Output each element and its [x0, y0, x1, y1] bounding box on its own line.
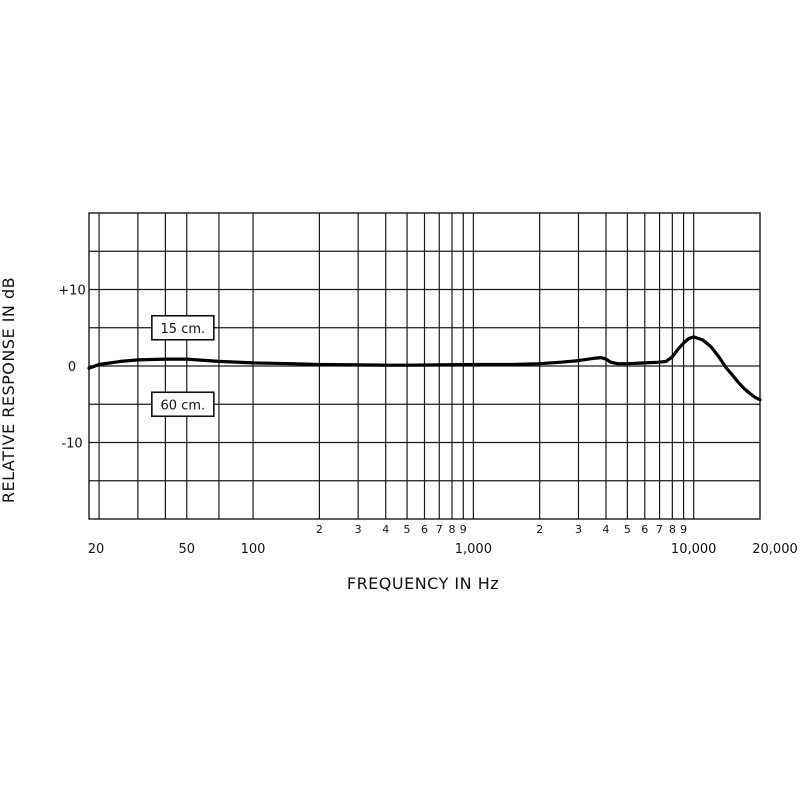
x-minor-tick-label: 6 [421, 523, 428, 536]
curve-layer [87, 335, 762, 402]
x-axis-title: FREQUENCY IN Hz [347, 574, 499, 593]
annotation-box [151, 314, 215, 341]
y-tick-label: -10 [61, 437, 82, 452]
x-major-tick-label: 20,000 [752, 542, 798, 557]
annotation-box [151, 391, 215, 418]
x-major-tick-label: 10,000 [671, 542, 717, 557]
annotation-label: 60 cm. [161, 398, 206, 413]
x-major-tick-label: 20 [88, 542, 105, 557]
plot-frame [88, 212, 761, 520]
y-axis-title: RELATIVE RESPONSE IN dB [0, 277, 18, 503]
annotation-1: 60 cm. [151, 391, 215, 418]
x-minor-tick-label: 4 [603, 523, 610, 536]
x-minor-tick-label: 5 [624, 523, 631, 536]
x-major-tick-label: 50 [178, 542, 195, 557]
x-minor-tick-label: 4 [382, 523, 389, 536]
x-major-tick-label: 100 [241, 542, 266, 557]
x-minor-tick-label: 8 [669, 523, 676, 536]
response-curve [87, 335, 762, 402]
x-minor-tick-label: 3 [355, 523, 362, 536]
x-minor-tick-label: 6 [641, 523, 648, 536]
annotation-layer: 15 cm. 60 cm. [151, 314, 215, 418]
x-minor-tick-label: 7 [656, 523, 663, 536]
x-minor-tick-label: 3 [575, 523, 582, 536]
x-minor-tick-label: 9 [680, 523, 687, 536]
x-major-tick-label: 1,000 [455, 542, 492, 557]
x-minor-tick-label: 2 [536, 523, 543, 536]
x-minor-tick-label: 8 [449, 523, 456, 536]
y-tick-label: +10 [58, 284, 85, 299]
x-minor-tick-label: 5 [404, 523, 411, 536]
annotation-0: 15 cm. [151, 314, 215, 341]
x-minor-tick-label: 7 [436, 523, 443, 536]
x-minor-tick-label: 2 [316, 523, 323, 536]
annotation-label: 15 cm. [161, 322, 206, 337]
x-minor-tick-label: 9 [460, 523, 467, 536]
y-tick-label: 0 [68, 360, 76, 375]
